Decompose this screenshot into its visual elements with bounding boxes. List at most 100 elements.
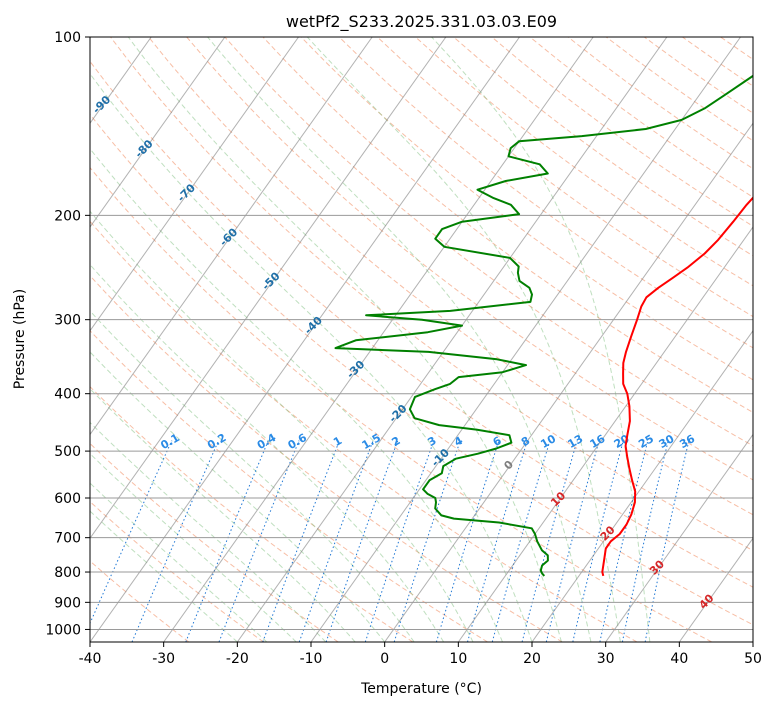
mixing-ratio-line [298,440,374,642]
y-tick-label: 300 [54,313,81,329]
dry-adiabat [682,37,753,87]
dry-adiabat [377,37,753,318]
isotherm [457,226,753,642]
mixing-ratio-line [467,440,528,642]
dry-adiabat [262,37,753,413]
x-tick-label: 20 [523,651,541,667]
dry-adiabat [759,37,775,642]
moist-adiabat [90,351,386,642]
isotherm-label: -10 [429,446,452,469]
mixing-ratio-line [644,440,690,642]
x-tick-label: -40 [79,651,102,667]
dry-adiabat [338,37,753,349]
dry-adiabat [90,560,190,642]
mixing-ratio-label: 1.5 [360,431,383,452]
dry-adiabat [110,37,753,552]
x-tick-label: 0 [380,651,389,667]
mixing-ratio-line [572,440,624,642]
profile-line [601,196,753,577]
isotherm [531,329,753,642]
dry-adiabat [90,385,414,642]
dry-adiabat [491,37,753,227]
moist-adiabat [431,37,651,642]
mixing-ratio-line [325,440,399,642]
mixing-ratio-label: 0.6 [286,431,310,452]
mixing-ratio-label: 20 [612,432,632,451]
moist-adiabat [90,72,533,642]
isotherm-label: 40 [697,591,717,611]
moist-adiabat [90,388,356,642]
isotherm-label: -50 [259,269,282,292]
mixing-ratio-line [521,440,578,642]
x-axis-label: Temperature (°C) [360,681,482,697]
mixing-ratio-line [491,440,551,642]
mixing-ratio-label: 0.2 [205,431,228,452]
moist-adiabat [306,37,621,642]
dry-adiabat [90,274,563,642]
y-tick-label: 900 [54,595,81,611]
x-tick-label: 50 [744,651,762,667]
y-tick-label: 500 [54,444,81,460]
isopleth-labels: 0.1 0.2 0.4 0.6 1 1.5 2 3 4 6 8 10 13 16 20 25 30 36-100-… [45,46,717,612]
dry-adiabat [90,442,339,642]
dry-adiabat [186,37,753,481]
moist-adiabat [127,37,562,642]
mixing-ratio-label: 30 [657,432,677,451]
isotherm [310,37,741,642]
isotherm-label: 10 [548,489,568,509]
y-tick-label: 100 [54,30,81,46]
mixing-ratio-line [185,440,269,642]
dry-adiabat [300,37,753,381]
x-axis-ticks: -40 -30 -20 -10 0 10 20 30 40 50 [79,642,762,667]
isotherm-label: 30 [647,557,667,577]
dry-adiabat [90,330,488,642]
isotherm-label: -100 [45,46,74,75]
dry-adiabat [90,60,753,588]
x-tick-label: -30 [152,651,175,667]
mixing-ratio-line [599,440,649,642]
y-tick-label: 200 [54,208,81,224]
background-lines [0,37,775,642]
chart-title: wetPf2_S233.2025.331.03.03.E09 [286,12,557,32]
mixing-ratio-label: 2 [389,434,402,449]
moist-adiabat [90,147,503,642]
mixing-ratio-label: 36 [677,432,697,451]
dry-adiabat [148,37,753,516]
isotherm [90,37,299,332]
y-tick-label: 1000 [45,622,81,638]
dry-adiabat [90,220,638,642]
mixing-ratio-label: 13 [566,432,586,451]
isotherm [90,37,226,228]
moist-adiabat [90,510,238,642]
dry-adiabat [90,166,712,642]
dry-adiabat [453,37,753,257]
isotherm [752,641,753,642]
mixing-ratio-label: 16 [588,432,608,451]
dry-adiabat [90,113,753,626]
isotherm [0,37,4,642]
isotherm [384,122,753,642]
y-axis-label: Pressure (hPa) [12,289,28,389]
isotherm-label: -90 [90,93,113,116]
moist-adiabat [90,263,445,642]
x-tick-label: 10 [449,651,467,667]
isotherm-label: -80 [132,137,155,160]
moist-adiabat [90,421,327,642]
isotherm [236,37,668,642]
y-tick-label: 800 [54,565,81,581]
mixing-ratio-line [90,440,173,625]
x-tick-label: -20 [226,651,249,667]
isotherm-label: -30 [344,358,367,381]
dry-adiabat [415,37,753,287]
mixing-ratio-line [545,440,600,642]
y-axis-ticks: 100 200 300 400 500 600 700 800 900 1000 [45,30,90,638]
mixing-ratio-line [435,440,500,642]
moist-adiabat [90,310,415,642]
dry-adiabat [720,37,753,60]
y-tick-label: 600 [54,491,81,507]
isotherm [163,37,594,642]
mixing-ratio-line [621,440,669,642]
mixing-ratio-line [131,440,219,642]
moist-adiabat [90,210,474,642]
